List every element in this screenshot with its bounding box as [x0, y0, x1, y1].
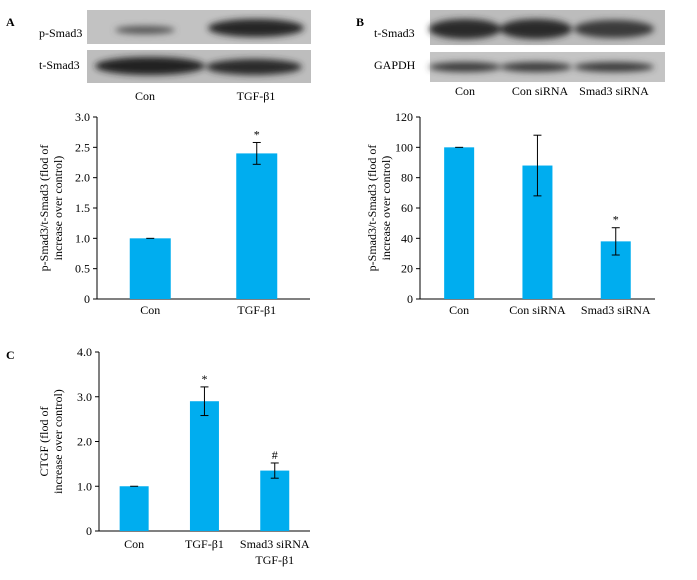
chart-a: p-Smad3/t-Smad3 (flod of increase over co… [37, 110, 310, 317]
blot-a-band-2-1 [95, 57, 205, 75]
chart-b-bar-1 [444, 147, 475, 299]
chart-c-ytick-label-1: 1.0 [77, 479, 92, 493]
blot-b-band-1-2 [500, 19, 572, 39]
panel-b-blot: t-Smad3 GAPDH Con Con siRNA Smad3 siRNA [374, 10, 665, 98]
panel-c-letter: C [6, 348, 15, 362]
chart-c-ytick-label-3: 3.0 [77, 390, 92, 404]
chart-a-category-label-2: TGF-β1 [237, 303, 276, 317]
chart-c-category-label-3-line-1: Smad3 siRNA [240, 537, 310, 551]
chart-c-category-label-2: TGF-β1 [185, 537, 224, 551]
chart-b-ytick-label-4: 80 [401, 171, 413, 185]
chart-c-annotation-3: # [272, 448, 278, 462]
chart-c: CTGF (flod of increase over control) 0 1.0 2… [37, 345, 310, 567]
chart-a-annotation-2: * [254, 127, 260, 141]
chart-c-bar-2 [189, 401, 219, 531]
chart-c-category-label-1: Con [124, 537, 144, 551]
chart-b-ytick-label-2: 40 [401, 231, 413, 245]
blot-a-band-2-2 [206, 59, 302, 75]
panel-a-blot: p-Smad3 t-Smad3 Con TGF-β1 [39, 10, 311, 103]
chart-b-ytick-label-1: 20 [401, 262, 413, 276]
blot-b-band-2-2 [500, 62, 572, 72]
chart-c-bar-1 [119, 486, 149, 531]
chart-c-bar-3 [260, 470, 290, 531]
chart-b-ytick-label-3: 60 [401, 201, 413, 215]
chart-b-ylabel-line-2: increase over control) [379, 156, 393, 261]
chart-c-ytick-label-4: 4.0 [77, 345, 92, 359]
blot-b-row-label-2: GAPDH [374, 58, 416, 72]
blot-b-band-1-1 [429, 19, 501, 39]
blot-a-row-label-2: t-Smad3 [39, 58, 80, 72]
chart-c-ylabel-line-2: increase over control) [51, 389, 65, 494]
blot-b-lane-label-1: Con [455, 84, 475, 98]
blot-b-band-2-1 [429, 62, 501, 72]
chart-b-ytick-label-6: 120 [395, 110, 413, 124]
chart-a-bar-1 [129, 238, 171, 299]
chart-c-ytick-label-0: 0 [86, 524, 92, 538]
chart-a-ytick-label-4: 2.0 [75, 171, 90, 185]
chart-a-category-label-1: Con [140, 303, 160, 317]
chart-a-ytick-label-5: 2.5 [75, 140, 90, 154]
chart-a-ylabel-line-1: p-Smad3/t-Smad3 (flod of [37, 145, 51, 272]
chart-c-annotation-2: * [201, 372, 207, 386]
blot-a-band-1-2 [208, 19, 304, 37]
blot-b-band-1-3 [574, 20, 654, 38]
chart-a-ytick-label-2: 1.0 [75, 231, 90, 245]
blot-a-lane-label-2: TGF-β1 [237, 89, 276, 103]
chart-b-category-label-1: Con [449, 303, 469, 317]
blot-b-band-2-3 [574, 62, 654, 72]
chart-a-ytick-label-3: 1.5 [75, 201, 90, 215]
chart-a-ytick-label-6: 3.0 [75, 110, 90, 124]
chart-c-category-label-3-line-2: TGF-β1 [255, 553, 294, 567]
chart-a-ylabel-line-2: increase over control) [51, 156, 65, 261]
chart-b-annotation-3: * [613, 213, 619, 227]
blot-a-lane-label-1: Con [135, 89, 155, 103]
blot-b-lane-label-3: Smad3 siRNA [579, 84, 649, 98]
blot-b-row-label-1: t-Smad3 [374, 26, 415, 40]
blot-b-lane-label-2: Con siRNA [512, 84, 569, 98]
chart-a-ytick-label-1: 0.5 [75, 262, 90, 276]
panel-a-letter: A [6, 15, 15, 29]
chart-a-bar-2 [236, 153, 278, 299]
chart-b-ytick-label-0: 0 [407, 292, 413, 306]
chart-b: p-Smad3/t-Smad3 (flod of increase over co… [365, 110, 655, 317]
chart-b-ytick-label-5: 100 [395, 140, 413, 154]
chart-c-ytick-label-2: 2.0 [77, 435, 92, 449]
chart-c-ylabel-line-1: CTGF (flod of [37, 407, 51, 477]
panel-b-letter: B [356, 15, 364, 29]
chart-b-category-label-3: Smad3 siRNA [581, 303, 651, 317]
blot-a-row-label-1: p-Smad3 [39, 26, 82, 40]
chart-b-category-label-2: Con siRNA [509, 303, 566, 317]
blot-a-band-1-1 [115, 26, 175, 34]
chart-b-ylabel-line-1: p-Smad3/t-Smad3 (flod of [365, 145, 379, 272]
chart-a-ytick-label-0: 0 [84, 292, 90, 306]
